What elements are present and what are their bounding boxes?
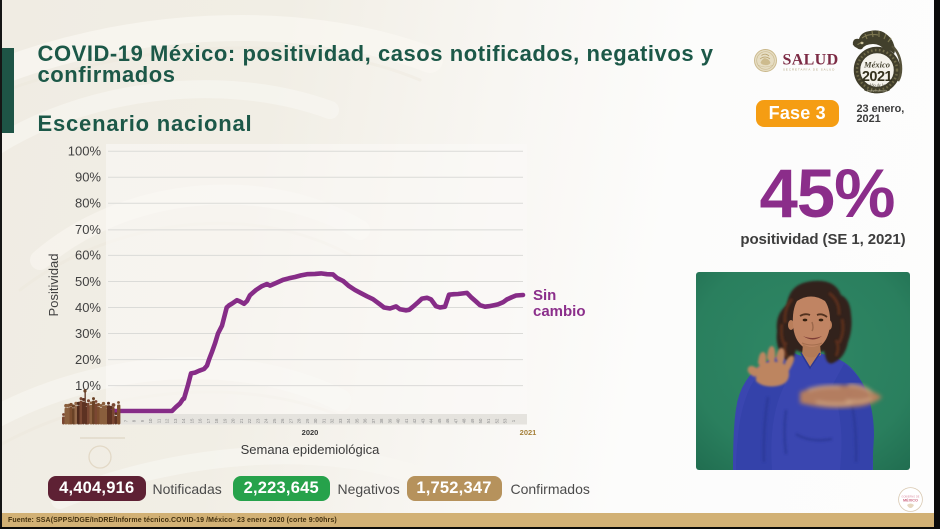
svg-text:13: 13 (173, 418, 178, 423)
svg-text:30%: 30% (75, 326, 101, 341)
svg-text:44: 44 (429, 418, 434, 423)
svg-text:24: 24 (264, 418, 269, 423)
svg-text:GOBIERNO DE: GOBIERNO DE (902, 496, 920, 499)
svg-text:37: 37 (371, 418, 376, 423)
svg-text:34: 34 (346, 418, 351, 423)
svg-text:20%: 20% (75, 352, 101, 367)
svg-text:México: México (863, 60, 890, 70)
svg-text:20: 20 (231, 418, 236, 423)
svg-text:36: 36 (363, 418, 368, 423)
svg-text:53: 53 (503, 418, 508, 423)
svg-text:17: 17 (206, 418, 211, 423)
svg-text:25: 25 (272, 418, 277, 423)
svg-text:40: 40 (396, 418, 401, 423)
svg-text:90%: 90% (75, 170, 101, 185)
svg-text:9: 9 (140, 419, 145, 422)
svg-text:19: 19 (222, 418, 227, 423)
svg-text:16: 16 (198, 418, 203, 423)
svg-text:41: 41 (404, 418, 409, 423)
svg-text:15: 15 (189, 418, 194, 423)
svg-text:7: 7 (124, 419, 129, 422)
svg-text:38: 38 (379, 418, 384, 423)
svg-text:30: 30 (313, 418, 318, 423)
svg-text:35: 35 (354, 418, 359, 423)
svg-text:49: 49 (470, 418, 475, 423)
svg-text:MÉXICO: MÉXICO (903, 498, 918, 503)
svg-text:11: 11 (156, 418, 161, 423)
svg-text:32: 32 (330, 418, 335, 423)
svg-text:22: 22 (247, 418, 252, 423)
svg-text:Independencia: Independencia (866, 89, 887, 93)
svg-text:80%: 80% (75, 196, 101, 211)
svg-text:52: 52 (495, 418, 500, 423)
svg-text:10: 10 (148, 418, 153, 423)
svg-text:26: 26 (280, 418, 285, 423)
svg-text:42: 42 (412, 418, 417, 423)
svg-text:40%: 40% (75, 300, 101, 315)
svg-text:50%: 50% (75, 274, 101, 289)
svg-text:14: 14 (181, 418, 186, 423)
svg-text:47: 47 (453, 418, 458, 423)
svg-text:39: 39 (387, 418, 392, 423)
svg-text:29: 29 (305, 418, 310, 423)
svg-text:21: 21 (239, 418, 244, 423)
svg-text:2021: 2021 (862, 69, 893, 85)
svg-text:Año de la: Año de la (868, 83, 885, 88)
svg-text:50: 50 (478, 418, 483, 423)
svg-text:28: 28 (297, 418, 302, 423)
svg-text:100%: 100% (68, 144, 102, 159)
svg-text:2020: 2020 (302, 428, 319, 437)
svg-text:43: 43 (420, 418, 425, 423)
svg-text:SECRETARÍA DE SALUD: SECRETARÍA DE SALUD (783, 67, 835, 71)
svg-text:Positividad: Positividad (46, 254, 61, 317)
svg-text:1: 1 (511, 419, 516, 422)
svg-text:SALUD: SALUD (783, 52, 839, 69)
svg-text:45: 45 (437, 418, 442, 423)
svg-text:70%: 70% (75, 222, 101, 237)
svg-text:10%: 10% (75, 378, 101, 393)
svg-text:33: 33 (338, 418, 343, 423)
svg-text:48: 48 (462, 418, 467, 423)
svg-text:12: 12 (165, 418, 170, 423)
svg-text:31: 31 (321, 418, 326, 423)
svg-text:18: 18 (214, 418, 219, 423)
svg-text:46: 46 (445, 418, 450, 423)
svg-text:23: 23 (255, 418, 260, 423)
svg-text:51: 51 (486, 418, 491, 423)
svg-text:27: 27 (288, 418, 293, 423)
svg-text:2021: 2021 (520, 428, 537, 437)
svg-text:Semana epidemiológica: Semana epidemiológica (241, 442, 381, 457)
svg-text:8: 8 (132, 419, 137, 422)
svg-text:60%: 60% (75, 248, 101, 263)
